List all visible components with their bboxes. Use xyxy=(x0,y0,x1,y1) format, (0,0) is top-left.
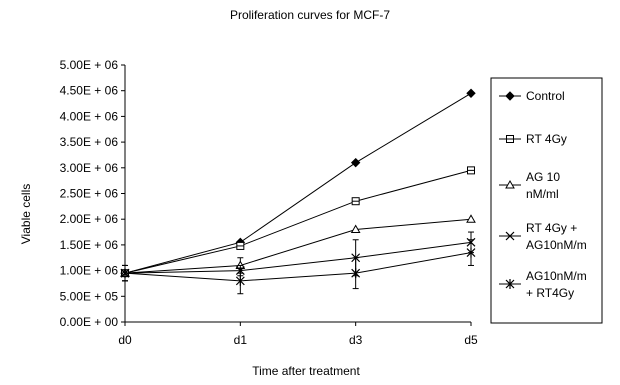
legend-box xyxy=(490,77,603,324)
series-3 xyxy=(120,214,476,282)
series-1 xyxy=(120,88,476,282)
y-tick-label: 4.50E + 06 xyxy=(60,84,119,98)
marker-shape xyxy=(350,157,361,168)
legend-marker xyxy=(505,231,515,241)
legend-item-3: AG 10 nM/ml xyxy=(499,170,560,201)
legend-label: + RT4Gy xyxy=(526,286,574,300)
data-point xyxy=(350,157,361,168)
data-point xyxy=(120,268,130,279)
legend-label: RT 4Gy xyxy=(526,132,567,146)
marker-shape xyxy=(351,268,361,279)
marker-shape xyxy=(120,268,130,279)
y-tick-label: 5.00E + 05 xyxy=(60,289,119,303)
data-point xyxy=(351,268,361,279)
y-tick-label: 2.50E + 06 xyxy=(60,187,119,201)
legend-label: AG 10 xyxy=(526,170,560,184)
data-point xyxy=(350,224,361,233)
marker-shape xyxy=(505,231,515,241)
chart-title: Proliferation curves for MCF-7 xyxy=(230,8,390,22)
data-point xyxy=(236,241,245,250)
marker-shape xyxy=(350,224,361,233)
data-point xyxy=(467,166,475,175)
legend-item-1: Control xyxy=(499,89,565,103)
y-tick-label: 1.00E + 06 xyxy=(60,264,119,278)
legend-item-2: RT 4Gy xyxy=(499,132,567,146)
legend-marker xyxy=(505,279,515,289)
marker-shape xyxy=(466,88,476,98)
series-line xyxy=(124,241,472,274)
y-tick-label: 4.00E + 06 xyxy=(60,109,119,123)
legend-label: AG10nM/m xyxy=(526,269,587,283)
y-tick-label: 5.00E + 06 xyxy=(60,58,119,72)
legend-label: RT 4Gy + xyxy=(526,221,577,235)
data-point xyxy=(351,197,360,206)
x-tick-label: d1 xyxy=(234,333,248,347)
y-tick-label: 3.50E + 06 xyxy=(60,135,119,149)
y-tick-label: 1.50E + 06 xyxy=(60,238,119,252)
marker-shape xyxy=(466,247,476,258)
series-line xyxy=(124,252,472,282)
legend-item-5: AG10nM/m + RT4Gy xyxy=(499,269,587,300)
data-point xyxy=(466,88,476,98)
y-tick-label: 0.00E + 00 xyxy=(60,315,119,329)
marker-shape xyxy=(235,275,245,286)
legend-label: nM/ml xyxy=(526,187,559,201)
legend-marker xyxy=(505,91,515,101)
x-axis-title: Time after treatment xyxy=(252,364,360,378)
x-tick-label: d3 xyxy=(349,333,363,347)
data-point xyxy=(466,214,476,223)
plot-area: 0.00E + 00 5.00E + 05 1.00E + 06 1.50E + 06… xyxy=(60,58,478,347)
series-4 xyxy=(120,231,476,282)
y-tick-label: 3.00E + 06 xyxy=(60,161,119,175)
legend-marker xyxy=(505,179,515,189)
x-tick-label: d5 xyxy=(464,333,478,347)
marker-shape xyxy=(466,214,476,223)
series-line xyxy=(124,218,472,274)
marker-shape xyxy=(505,179,515,189)
data-point xyxy=(235,275,245,286)
legend-label: Control xyxy=(526,89,565,103)
marker-shape xyxy=(505,91,515,101)
y-tick-label: 2.00E + 06 xyxy=(60,212,119,226)
data-point xyxy=(466,247,476,258)
y-axis-title: Viable cells xyxy=(19,184,33,244)
series-line xyxy=(124,92,472,274)
series-line xyxy=(124,169,472,274)
series-5 xyxy=(120,239,476,295)
legend-marker xyxy=(506,135,514,143)
legend-item-4: RT 4Gy + AG10nM/m xyxy=(499,221,587,252)
x-tick-label: d0 xyxy=(118,333,132,347)
legend-label: AG10nM/m xyxy=(526,238,587,252)
marker-shape xyxy=(505,279,515,289)
